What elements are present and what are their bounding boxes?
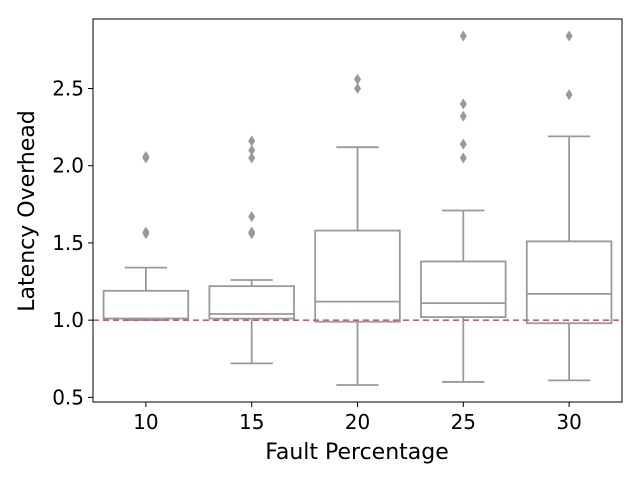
outlier-point <box>248 226 256 238</box>
box-group-10 <box>102 150 190 322</box>
box-iqr <box>102 289 190 320</box>
plot-area <box>93 30 622 386</box>
box-group-30 <box>525 30 613 382</box>
x-tick-label: 10 <box>133 410 158 434</box>
box-iqr <box>420 260 507 318</box>
x-tick-label: 25 <box>451 410 476 434</box>
outlier-point <box>142 226 150 238</box>
x-tick-label: 20 <box>345 410 370 434</box>
outlier-point <box>565 89 573 101</box>
outlier-point <box>459 110 467 122</box>
y-tick-label: 2.0 <box>52 154 84 178</box>
y-tick-label: 2.5 <box>52 76 84 100</box>
outlier-point <box>354 73 361 85</box>
y-tick-label: 1.0 <box>52 308 84 332</box>
box-iqr <box>525 240 613 325</box>
outlier-point <box>459 98 467 110</box>
outlier-point <box>248 152 256 164</box>
axes: 0.5 1.0 1.5 2.0 2.5 10 15 20 25 30 <box>52 18 623 434</box>
outlier-point <box>354 82 361 94</box>
outlier-point <box>248 144 256 156</box>
outlier-point <box>565 30 573 42</box>
outlier-point <box>459 152 467 164</box>
x-axis-title: Fault Percentage <box>265 440 449 465</box>
outlier-point <box>248 135 256 147</box>
outlier-point <box>459 30 467 42</box>
box-group-25 <box>420 30 507 383</box>
box-group-20 <box>314 73 401 386</box>
outlier-point <box>459 138 467 150</box>
x-tick-label: 15 <box>239 410 264 434</box>
box-iqr <box>314 229 401 323</box>
outlier-point <box>142 150 150 162</box>
outlier-point <box>248 211 256 223</box>
y-tick-label: 1.5 <box>52 231 84 255</box>
y-axis-title: Latency Overhead <box>15 110 40 311</box>
x-tick-label: 30 <box>556 410 581 434</box>
y-tick-label: 0.5 <box>52 385 84 409</box>
box-group-15 <box>208 135 295 365</box>
